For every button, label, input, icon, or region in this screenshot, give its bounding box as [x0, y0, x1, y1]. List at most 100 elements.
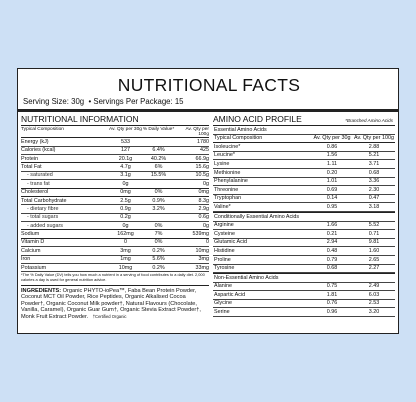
- qty-100g: 2.30: [368, 186, 380, 193]
- amino-heading-text: AMINO ACID PROFILE: [213, 114, 302, 124]
- qty-30g: 3.1g: [120, 172, 131, 179]
- daily-value: 5.6%: [152, 256, 165, 263]
- table-row: Threonine 0.69 2.30: [213, 186, 395, 195]
- qty-30g: 0mg: [120, 189, 131, 196]
- qty-100g: 33mg: [195, 264, 210, 271]
- col-daily-value: % Daily Value*: [142, 126, 175, 132]
- amino-acid-name: Tyrosine: [214, 265, 235, 272]
- qty-100g: 3.71: [368, 160, 380, 167]
- nutrition-section: NUTRITIONAL INFORMATION Typical Composit…: [21, 114, 209, 321]
- qty-30g: 1mg: [120, 256, 131, 263]
- amino-acid-name: Tryptophan: [214, 195, 242, 202]
- daily-value: 0.2%: [152, 264, 165, 271]
- qty-100g: 3mg: [198, 256, 210, 263]
- qty-100g: 8.3g: [198, 197, 210, 204]
- table-row: Glycine 0.76 2.53: [213, 300, 395, 309]
- qty-100g: 0.71: [368, 230, 380, 237]
- amino-body: Essential Amino Acids Typical Composition…: [213, 126, 395, 318]
- ingredients-label: INGREDIENTS:: [21, 287, 62, 294]
- qty-100g: 2.88: [368, 143, 380, 150]
- qty-30g: 20.1g: [118, 155, 133, 162]
- qty-30g: 0.20: [326, 169, 338, 176]
- nutrition-heading: NUTRITIONAL INFORMATION: [21, 114, 209, 126]
- nutrient-name: Iron: [21, 256, 31, 263]
- table-row: Iron 1mg 5.6% 3mg: [21, 256, 210, 265]
- qty-100g: 9.81: [368, 239, 380, 246]
- table-row: Serine 0.96 3.20: [213, 308, 395, 318]
- ingredients: INGREDIENTS: Organic PHYTO-ioPea™, Faba …: [21, 288, 209, 321]
- nutrient-name: Calories (kcal): [21, 147, 56, 154]
- daily-value: [142, 181, 175, 187]
- nutrition-header-row: Typical Composition Av. Qty per 30g % Da…: [21, 126, 209, 139]
- amino-heading: AMINO ACID PROFILE *Branched Amino Acids: [213, 114, 395, 126]
- amino-acid-name: Glutamic Acid: [214, 239, 247, 246]
- table-row: Calories (kcal) 127 6.4% 425: [21, 147, 209, 155]
- amino-header-row: Typical Composition Av. Qty per 30g Av. Qt…: [213, 135, 395, 144]
- table-row: Tryptophan 0.14 0.47: [213, 195, 395, 204]
- table-row: Sodium 162mg 7% 539mg: [21, 230, 209, 239]
- qty-100g: 1780: [197, 138, 209, 145]
- qty-100g: 0g: [203, 222, 209, 229]
- qty-30g: 1.01: [326, 178, 338, 185]
- amino-group-heading: Essential Amino Acids: [213, 126, 395, 135]
- table-row: - saturated 3.1g 15.5% 10.5g: [21, 172, 210, 181]
- qty-30g: 0.69: [326, 186, 338, 193]
- daily-value: 0.9%: [152, 197, 165, 204]
- ingredients-text: Organic PHYTO-ioPea™, Faba Bean Protein …: [21, 287, 201, 320]
- nutrient-name: Total Carbohydrate: [21, 197, 67, 204]
- servings-per-package: • Servings Per Package: 15: [88, 97, 184, 106]
- table-row: Phenylalanine 1.01 3.36: [213, 178, 395, 187]
- table-row: Isoleucine* 0.86 2.88: [213, 143, 395, 152]
- qty-100g: 15.6g: [195, 163, 210, 170]
- nutrient-name: - saturated: [27, 172, 53, 179]
- daily-value: 3.2%: [152, 205, 165, 212]
- qty-100g: 0.68: [368, 169, 380, 176]
- table-row: Protein 20.1g 40.2% 66.9g: [21, 155, 209, 164]
- nutrient-name: Energy (kJ): [21, 138, 49, 145]
- amino-acid-name: Phenylalanine: [214, 178, 248, 185]
- col-qty-30g: Av. Qty per 30g: [313, 135, 351, 142]
- col-qty-30g: Av. Qty per 30g: [109, 126, 142, 132]
- daily-value: 0.2%: [152, 247, 165, 254]
- table-row: Methionine 0.20 0.68: [213, 169, 395, 178]
- qty-30g: 0.48: [326, 247, 338, 254]
- qty-100g: 0.6g: [198, 214, 210, 221]
- nutrient-name: - added sugars: [27, 222, 63, 229]
- table-row: Lysine 1.11 3.71: [213, 160, 395, 169]
- table-row: Proline 0.79 2.65: [213, 256, 395, 265]
- nutrient-name: Calcium: [21, 247, 41, 254]
- table-row: Alanine 0.75 2.49: [213, 283, 395, 292]
- qty-100g: 0.47: [368, 195, 380, 202]
- amino-acid-name: Glycine: [214, 300, 232, 307]
- table-row: - total sugars 0.2g 0.6g: [21, 214, 210, 223]
- qty-100g: 5.52: [368, 222, 380, 229]
- qty-100g: 10.5g: [195, 172, 210, 179]
- amino-acid-name: Threonine: [214, 186, 239, 193]
- amino-acid-name: Valine*: [214, 203, 231, 210]
- amino-acid-name: Arginine: [214, 222, 234, 229]
- qty-30g: 533: [121, 138, 130, 145]
- amino-acid-name: Aspartic Acid: [214, 291, 246, 298]
- qty-100g: 3.36: [368, 178, 380, 185]
- amino-group-heading: Conditionally Essential Amino Acids: [213, 211, 395, 222]
- amino-acid-name: Leucine*: [214, 152, 235, 159]
- qty-30g: 0.96: [326, 309, 338, 316]
- bcaa-note: *Branched Amino Acids: [345, 118, 393, 123]
- qty-100g: 10mg: [195, 247, 210, 254]
- amino-acid-name: Lysine: [214, 160, 230, 167]
- daily-value-footnote: *The % Daily Value (DV) tells you how mu…: [21, 273, 209, 286]
- qty-30g: 0: [124, 239, 127, 246]
- amino-group-heading: Non-Essential Amino Acids: [213, 273, 395, 283]
- table-row: Leucine* 1.56 5.21: [213, 152, 395, 161]
- daily-value: 7%: [154, 231, 163, 238]
- qty-30g: 0.68: [326, 265, 338, 272]
- qty-100g: 425: [200, 147, 209, 154]
- qty-30g: 127: [121, 147, 130, 154]
- col-qty-100g: Av. Qty per 100g: [185, 126, 209, 137]
- qty-100g: 1.60: [368, 247, 380, 254]
- nutrient-name: - total sugars: [27, 214, 59, 221]
- table-row: Cysteine 0.21 0.71: [213, 230, 395, 239]
- col-composition: Typical Composition: [214, 135, 263, 142]
- nutrient-name: - trans fat: [27, 180, 50, 187]
- qty-100g: 2.53: [368, 300, 380, 307]
